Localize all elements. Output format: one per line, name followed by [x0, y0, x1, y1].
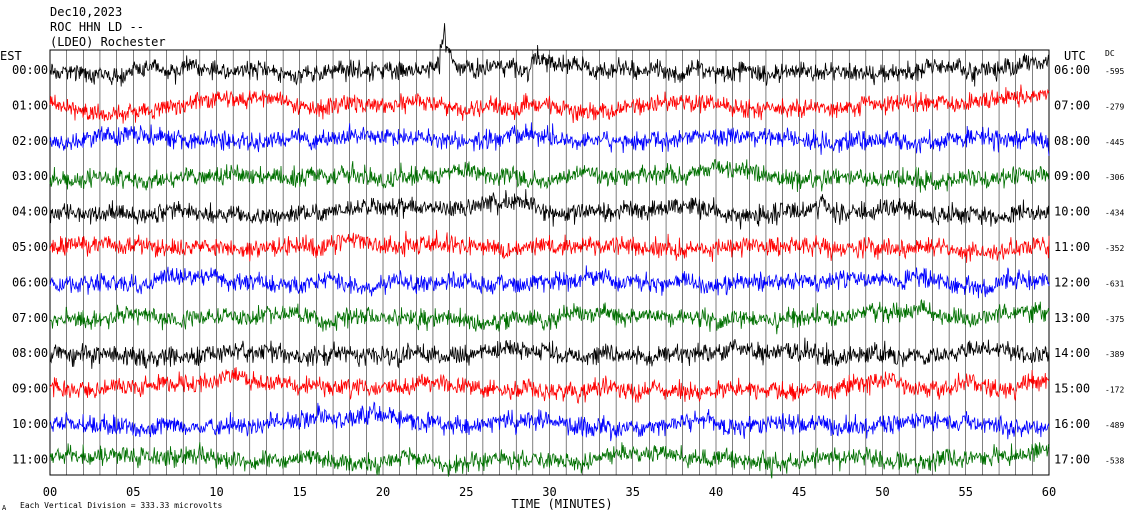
header-station: ROC HHN LD -- — [50, 20, 144, 34]
est-hour-label: 00:00 — [12, 63, 48, 77]
dc-offset-label: -352 — [1105, 244, 1124, 253]
dc-label: DC — [1105, 49, 1115, 58]
utc-hour-label: 08:00 — [1054, 134, 1090, 148]
trace-0000 — [49, 23, 1050, 87]
x-tick-label: 45 — [792, 485, 806, 499]
dc-offset-label: -489 — [1105, 421, 1124, 430]
dc-offset-label: -631 — [1105, 279, 1124, 288]
row-labels: 00:00 06:00 -595 01:00 07:00 -279 02:00 08:00 -4… — [12, 63, 1124, 466]
utc-hour-label: 10:00 — [1054, 205, 1090, 219]
utc-hour-label: 16:00 — [1054, 417, 1090, 431]
utc-hour-label: 06:00 — [1054, 63, 1090, 77]
grid-layer — [49, 50, 1050, 475]
est-hour-label: 06:00 — [12, 275, 48, 289]
est-hour-label: 02:00 — [12, 134, 48, 148]
x-tick-label: 35 — [626, 485, 640, 499]
x-axis-title: TIME (MINUTES) — [511, 497, 612, 511]
dc-offset-label: -538 — [1105, 456, 1124, 465]
dc-offset-label: -306 — [1105, 173, 1124, 182]
utc-hour-label: 17:00 — [1054, 452, 1090, 466]
dc-offset-label: -172 — [1105, 386, 1124, 395]
trace-0900 — [49, 367, 1050, 405]
scale-mark: A — [2, 504, 7, 512]
x-tick-label: 20 — [376, 485, 390, 499]
utc-hour-label: 09:00 — [1054, 169, 1090, 183]
dc-offset-label: -434 — [1105, 209, 1124, 218]
est-hour-label: 08:00 — [12, 346, 48, 360]
traces-layer — [49, 23, 1050, 479]
dc-offset-label: -595 — [1105, 67, 1124, 76]
trace-0300 — [49, 158, 1050, 193]
header-network: (LDEO) Rochester — [50, 35, 166, 49]
trace-0500 — [49, 229, 1050, 263]
est-hour-label: 01:00 — [12, 98, 48, 112]
header-date: Dec10,2023 — [50, 5, 122, 19]
x-tick-label: 00 — [43, 485, 57, 499]
utc-hour-label: 14:00 — [1054, 346, 1090, 360]
dc-offset-label: -445 — [1105, 138, 1124, 147]
est-hour-label: 11:00 — [12, 452, 48, 466]
left-zone-label: EST — [0, 49, 22, 63]
trace-0800 — [49, 337, 1050, 369]
trace-0700 — [49, 299, 1050, 335]
dc-offset-label: -389 — [1105, 350, 1124, 359]
trace-0400 — [49, 189, 1050, 230]
utc-hour-label: 12:00 — [1054, 275, 1090, 289]
utc-hour-label: 15:00 — [1054, 382, 1090, 396]
est-hour-label: 03:00 — [12, 169, 48, 183]
trace-1100 — [49, 442, 1050, 479]
utc-hour-label: 11:00 — [1054, 240, 1090, 254]
x-axis-ticks: 00 05 10 15 20 25 30 35 40 45 50 55 60 — [43, 485, 1056, 499]
right-zone-label: UTC — [1064, 49, 1086, 63]
est-hour-label: 05:00 — [12, 240, 48, 254]
trace-0200 — [49, 122, 1050, 156]
trace-0600 — [49, 265, 1050, 299]
x-tick-label: 30 — [542, 485, 556, 499]
x-tick-label: 55 — [959, 485, 973, 499]
x-tick-label: 60 — [1042, 485, 1056, 499]
trace-1000 — [49, 401, 1050, 442]
est-hour-label: 07:00 — [12, 311, 48, 325]
trace-0100 — [49, 84, 1050, 124]
x-tick-label: 40 — [709, 485, 723, 499]
est-hour-label: 09:00 — [12, 382, 48, 396]
x-tick-label: 10 — [209, 485, 223, 499]
utc-hour-label: 07:00 — [1054, 98, 1090, 112]
dc-offset-label: -375 — [1105, 315, 1124, 324]
x-tick-label: 50 — [875, 485, 889, 499]
x-tick-label: 15 — [293, 485, 307, 499]
est-hour-label: 10:00 — [12, 417, 48, 431]
est-hour-label: 04:00 — [12, 205, 48, 219]
x-tick-label: 05 — [126, 485, 140, 499]
utc-hour-label: 13:00 — [1054, 311, 1090, 325]
x-tick-label: 25 — [459, 485, 473, 499]
dc-offset-label: -279 — [1105, 102, 1124, 111]
scale-note: Each Vertical Division = 333.33 microvol… — [20, 501, 222, 510]
